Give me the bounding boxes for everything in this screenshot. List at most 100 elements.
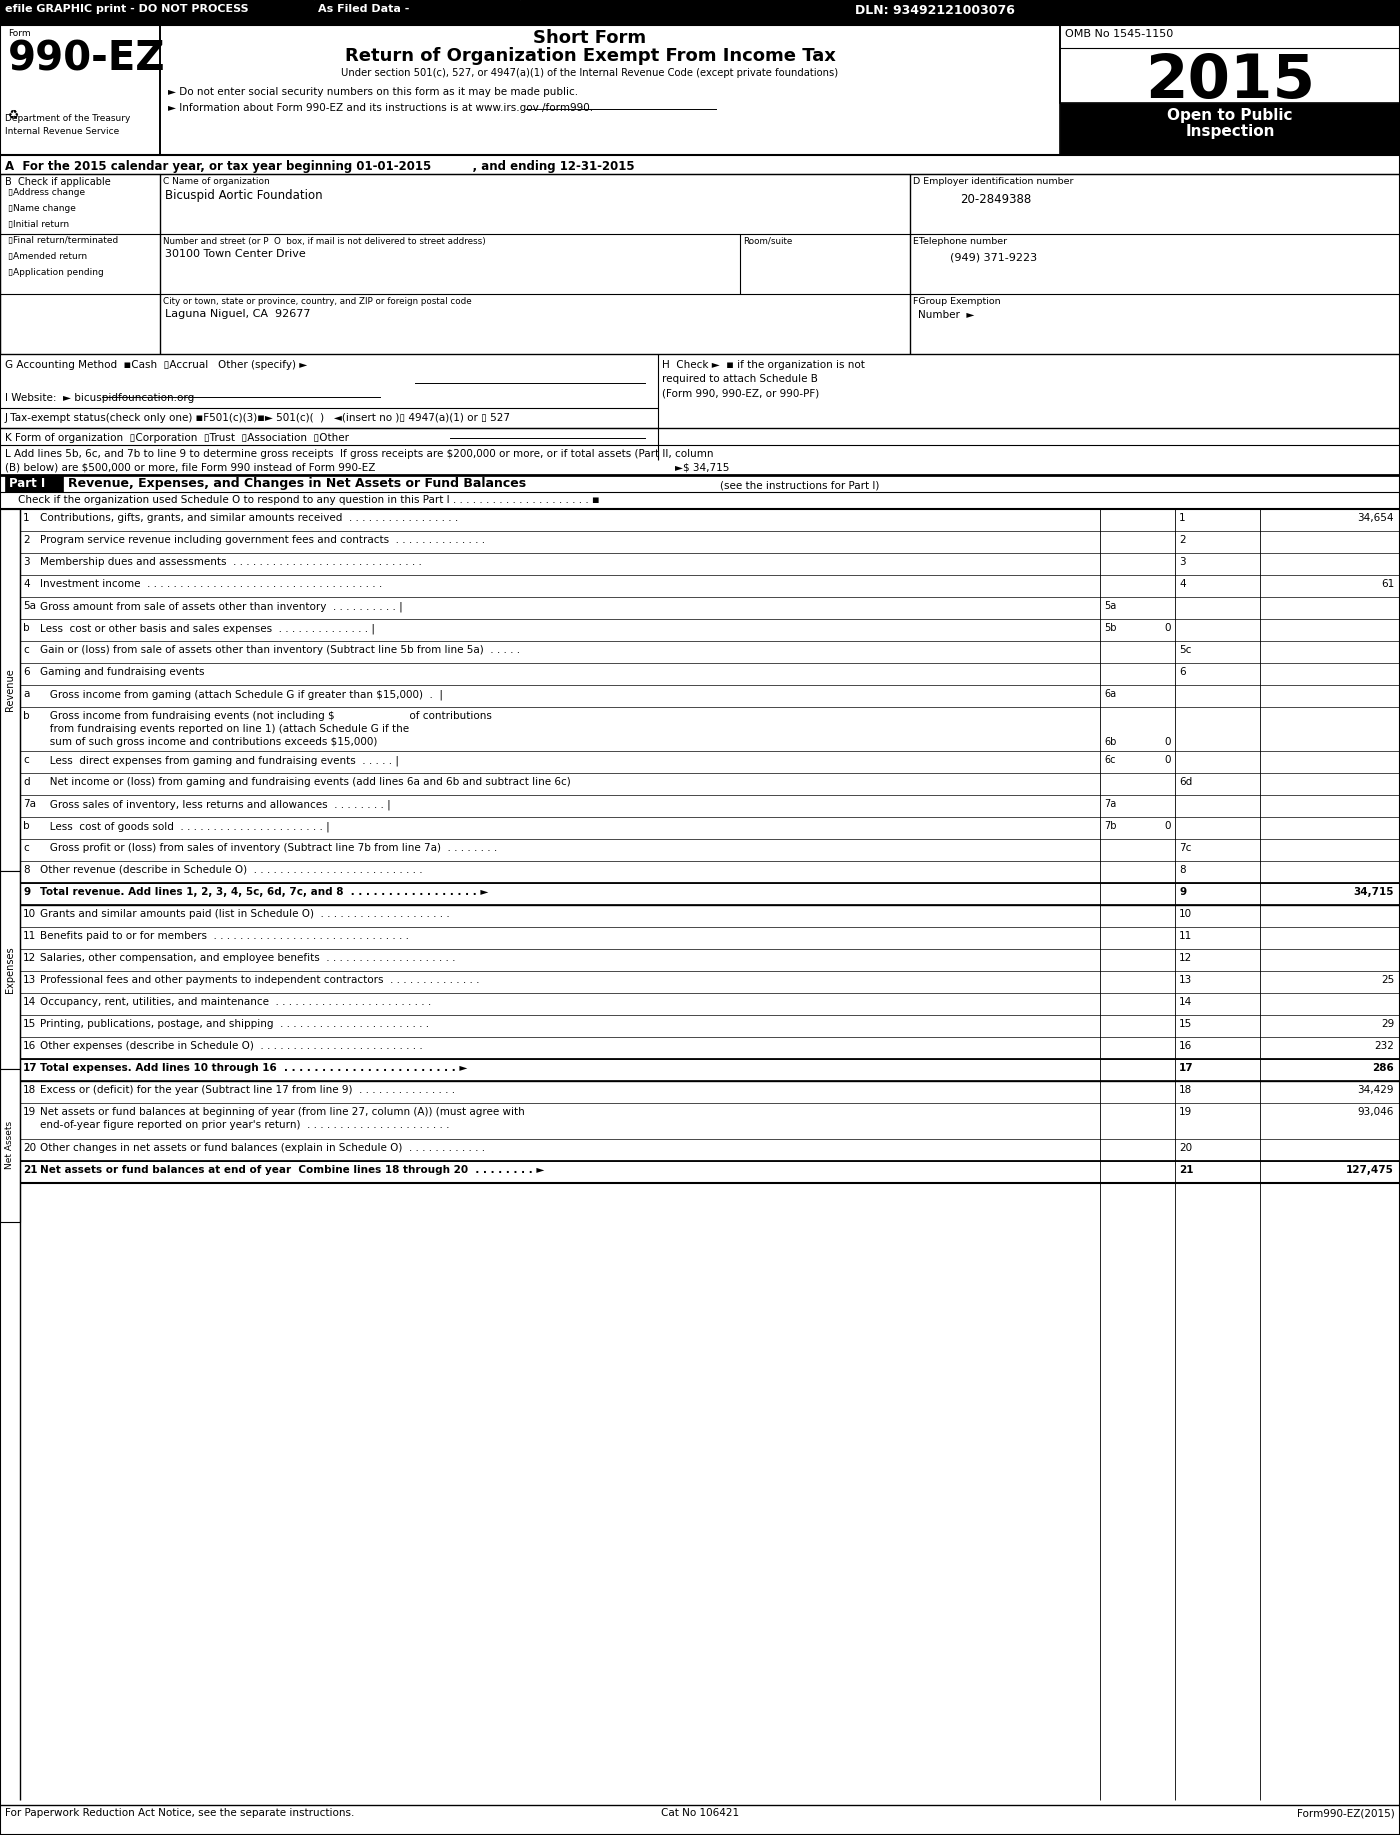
- Text: b: b: [22, 710, 29, 721]
- Text: 6a: 6a: [1105, 688, 1116, 699]
- Text: efile GRAPHIC print - DO NOT PROCESS: efile GRAPHIC print - DO NOT PROCESS: [6, 4, 249, 15]
- Text: 30100 Town Center Drive: 30100 Town Center Drive: [165, 250, 305, 259]
- Text: Laguna Niguel, CA  92677: Laguna Niguel, CA 92677: [165, 308, 311, 319]
- Text: City or town, state or province, country, and ZIP or foreign postal code: City or town, state or province, country…: [162, 297, 472, 306]
- Text: Printing, publications, postage, and shipping  . . . . . . . . . . . . . . . . .: Printing, publications, postage, and shi…: [41, 1018, 430, 1029]
- Text: (949) 371-9223: (949) 371-9223: [951, 253, 1037, 262]
- Text: Form990-EZ(2015): Form990-EZ(2015): [1298, 1807, 1394, 1818]
- Bar: [6, 475, 63, 492]
- Text: L Add lines 5b, 6c, and 7b to line 9 to determine gross receipts  If gross recei: L Add lines 5b, 6c, and 7b to line 9 to …: [6, 450, 714, 459]
- Bar: [0, 508, 20, 872]
- Text: 93,046: 93,046: [1358, 1107, 1394, 1118]
- Text: 0: 0: [1165, 738, 1170, 747]
- Text: 2015: 2015: [1145, 51, 1315, 110]
- Text: 34,429: 34,429: [1358, 1084, 1394, 1095]
- Text: Investment income  . . . . . . . . . . . . . . . . . . . . . . . . . . . . . . .: Investment income . . . . . . . . . . . …: [41, 580, 382, 589]
- Text: C Name of organization: C Name of organization: [162, 176, 270, 185]
- Text: Contributions, gifts, grants, and similar amounts received  . . . . . . . . . . : Contributions, gifts, grants, and simila…: [41, 514, 458, 523]
- Text: 7c: 7c: [1179, 842, 1191, 853]
- Text: (B) below) are $500,000 or more, file Form 990 instead of Form 990-EZ: (B) below) are $500,000 or more, file Fo…: [6, 462, 375, 472]
- Text: Program service revenue including government fees and contracts  . . . . . . . .: Program service revenue including govern…: [41, 536, 486, 545]
- Text: Cat No 106421: Cat No 106421: [661, 1807, 739, 1818]
- Text: 1: 1: [22, 514, 29, 523]
- Text: J Tax-exempt status(check only one) ◾F501(c)(3)◾► 501(c)(  )   ◄(insert no )▯ 49: J Tax-exempt status(check only one) ◾F50…: [6, 413, 511, 424]
- Text: 34,654: 34,654: [1358, 514, 1394, 523]
- Text: Internal Revenue Service: Internal Revenue Service: [6, 127, 119, 136]
- Bar: [1060, 26, 1400, 103]
- Text: Total expenses. Add lines 10 through 16  . . . . . . . . . . . . . . . . . . . .: Total expenses. Add lines 10 through 16 …: [41, 1062, 468, 1073]
- Text: 0: 0: [1165, 624, 1170, 633]
- Text: 20-2849388: 20-2849388: [960, 193, 1032, 206]
- Text: Gross sales of inventory, less returns and allowances  . . . . . . . . |: Gross sales of inventory, less returns a…: [41, 798, 391, 809]
- Text: 20: 20: [22, 1143, 36, 1152]
- Bar: [1060, 103, 1400, 154]
- Text: 13: 13: [1179, 974, 1193, 985]
- Text: 19: 19: [22, 1107, 36, 1118]
- Text: Form: Form: [8, 29, 31, 39]
- Text: Return of Organization Exempt From Income Tax: Return of Organization Exempt From Incom…: [344, 48, 836, 64]
- Text: d: d: [22, 776, 29, 787]
- Text: 10: 10: [1179, 908, 1193, 919]
- Text: 16: 16: [22, 1040, 36, 1051]
- Text: 15: 15: [1179, 1018, 1193, 1029]
- Text: 7b: 7b: [1105, 820, 1117, 831]
- Text: B  Check if applicable: B Check if applicable: [6, 176, 111, 187]
- Text: ▯Amended return: ▯Amended return: [8, 251, 87, 261]
- Text: 9: 9: [1179, 886, 1186, 897]
- Text: 5a: 5a: [22, 602, 36, 611]
- Text: 6d: 6d: [1179, 776, 1193, 787]
- Text: b: b: [22, 624, 29, 633]
- Text: 5a: 5a: [1105, 602, 1116, 611]
- Text: 6: 6: [22, 666, 29, 677]
- Text: Benefits paid to or for members  . . . . . . . . . . . . . . . . . . . . . . . .: Benefits paid to or for members . . . . …: [41, 930, 409, 941]
- Text: 12: 12: [1179, 952, 1193, 963]
- Text: 7a: 7a: [22, 798, 36, 809]
- Text: For Paperwork Reduction Act Notice, see the separate instructions.: For Paperwork Reduction Act Notice, see …: [6, 1807, 354, 1818]
- Text: ▯Address change: ▯Address change: [8, 187, 85, 196]
- Text: Inspection: Inspection: [1186, 125, 1275, 139]
- Text: 8: 8: [1179, 864, 1186, 875]
- Text: 16: 16: [1179, 1040, 1193, 1051]
- Text: 14: 14: [22, 996, 36, 1007]
- Text: 18: 18: [1179, 1084, 1193, 1095]
- Text: 1: 1: [1179, 514, 1186, 523]
- Text: ▯Initial return: ▯Initial return: [8, 220, 69, 229]
- Text: a: a: [22, 688, 29, 699]
- Text: I Website:  ► bicuspidfouncation.org: I Website: ► bicuspidfouncation.org: [6, 393, 195, 404]
- Text: 0: 0: [1165, 820, 1170, 831]
- Text: 990-EZ: 990-EZ: [8, 40, 165, 81]
- Text: c: c: [22, 842, 29, 853]
- Text: Salaries, other compensation, and employee benefits  . . . . . . . . . . . . . .: Salaries, other compensation, and employ…: [41, 952, 455, 963]
- Text: Gross profit or (loss) from sales of inventory (Subtract line 7b from line 7a)  : Gross profit or (loss) from sales of inv…: [41, 842, 497, 853]
- Text: 127,475: 127,475: [1347, 1165, 1394, 1174]
- Bar: [0, 872, 20, 1070]
- Text: Department of the Treasury: Department of the Treasury: [6, 114, 130, 123]
- Text: 61: 61: [1380, 580, 1394, 589]
- Text: 12: 12: [22, 952, 36, 963]
- Text: Total revenue. Add lines 1, 2, 3, 4, 5c, 6d, 7c, and 8  . . . . . . . . . . . . : Total revenue. Add lines 1, 2, 3, 4, 5c,…: [41, 886, 489, 897]
- Text: 5b: 5b: [1105, 624, 1117, 633]
- Text: from fundraising events reported on line 1) (attach Schedule G if the: from fundraising events reported on line…: [41, 725, 409, 734]
- Text: K Form of organization  ▯Corporation  ▯Trust  ▯Association  ▯Other: K Form of organization ▯Corporation ▯Tru…: [6, 433, 349, 442]
- Text: Revenue: Revenue: [6, 668, 15, 712]
- Text: 19: 19: [1179, 1107, 1193, 1118]
- Text: 18: 18: [22, 1084, 36, 1095]
- Text: 15: 15: [22, 1018, 36, 1029]
- Text: Part I: Part I: [8, 477, 45, 490]
- Text: 14: 14: [1179, 996, 1193, 1007]
- Text: 17: 17: [1179, 1062, 1194, 1073]
- Text: Room/suite: Room/suite: [743, 237, 792, 246]
- Text: Excess or (deficit) for the year (Subtract line 17 from line 9)  . . . . . . . .: Excess or (deficit) for the year (Subtra…: [41, 1084, 455, 1095]
- Text: 34,715: 34,715: [1354, 886, 1394, 897]
- Text: 232: 232: [1375, 1040, 1394, 1051]
- Text: Open to Public: Open to Public: [1168, 108, 1292, 123]
- Text: Under section 501(c), 527, or 4947(a)(1) of the Internal Revenue Code (except pr: Under section 501(c), 527, or 4947(a)(1)…: [342, 68, 839, 79]
- Text: end-of-year figure reported on prior year's return)  . . . . . . . . . . . . . .: end-of-year figure reported on prior yea…: [41, 1119, 449, 1130]
- Text: OMB No 1545-1150: OMB No 1545-1150: [1065, 29, 1173, 39]
- Text: Gross income from fundraising events (not including $                       of c: Gross income from fundraising events (no…: [41, 710, 491, 721]
- Text: 286: 286: [1372, 1062, 1394, 1073]
- Text: 3: 3: [22, 558, 29, 567]
- Text: 17: 17: [22, 1062, 38, 1073]
- Text: (Form 990, 990-EZ, or 990-PF): (Form 990, 990-EZ, or 990-PF): [662, 387, 819, 398]
- Text: Membership dues and assessments  . . . . . . . . . . . . . . . . . . . . . . . .: Membership dues and assessments . . . . …: [41, 558, 421, 567]
